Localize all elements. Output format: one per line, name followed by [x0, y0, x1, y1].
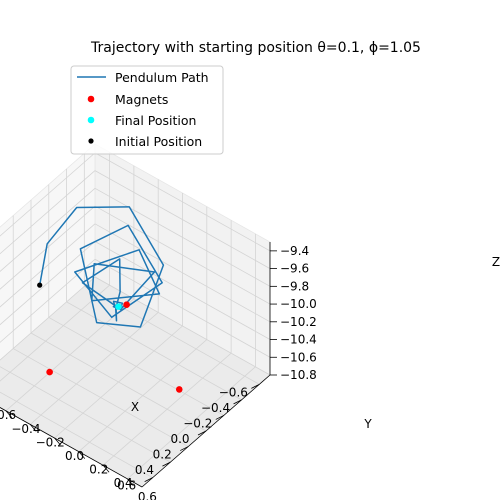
final-position-marker: [115, 303, 122, 310]
legend-label-magnets: Magnets: [115, 92, 168, 107]
initial-position-marker: [37, 282, 43, 288]
x-tick: [162, 461, 171, 467]
z-tick-label: −10.4: [280, 333, 317, 347]
z-tick-label: −10.0: [280, 297, 317, 311]
grid-line-z-back: [94, 276, 271, 376]
y-axis-label: Y: [363, 417, 372, 431]
x-tick: [233, 399, 242, 405]
x-tick: [144, 477, 153, 483]
z-tick-label: −10.2: [280, 315, 317, 329]
tick-labels: −0.6−0.4−0.20.00.20.40.6−0.6−0.4−0.20.00…: [0, 244, 317, 500]
grid-line-z-back: [94, 241, 271, 340]
grid-line-y-floor: [127, 366, 256, 480]
magnets-marker: [46, 368, 53, 376]
legend-label-final-position: Final Position: [115, 113, 196, 128]
grid-line-z-side: [0, 241, 96, 326]
x-tick-label: 0.0: [170, 432, 189, 446]
x-tick-label: 0.6: [117, 479, 136, 493]
y-tick: [102, 464, 110, 473]
z-tick-label: −9.8: [280, 279, 309, 293]
x-tick-label: 0.4: [135, 463, 154, 477]
y-tick-label: −0.2: [36, 435, 65, 449]
grid-line-z-back: [94, 170, 271, 269]
legend-frame: [70, 65, 224, 155]
x-tick: [251, 383, 260, 389]
z-tick-label: −9.4: [280, 244, 309, 258]
magnets-marker: [175, 386, 183, 393]
legend-swatch-magnets: [87, 95, 95, 103]
x-tick-label: −0.6: [219, 385, 248, 399]
grid-line-z-back: [94, 258, 271, 358]
legend-swatch-initial-position: [88, 138, 94, 144]
y-tick-label: −0.4: [11, 422, 40, 436]
y-tick-label: 0.4: [114, 476, 133, 490]
z-axis-label: Z: [492, 255, 500, 269]
legend-swatch-final-position: [87, 116, 95, 124]
x-tick-label: −0.4: [201, 401, 230, 415]
y-tick: [5, 410, 13, 419]
grid-line-z-side: [0, 188, 96, 272]
x-tick: [180, 446, 189, 451]
legend: Pendulum Path Magnets Final Position Ini…: [70, 65, 224, 155]
y-tick: [29, 424, 37, 432]
y-tick: [54, 437, 61, 446]
legend-label-pendulum-path: Pendulum Path: [115, 70, 209, 85]
z-tick-label: −9.6: [280, 262, 309, 276]
y-tick: [78, 451, 86, 459]
x-tick-label: 0.2: [153, 448, 172, 462]
grid-line-y-floor: [78, 339, 208, 452]
grid-line-z-side: [0, 258, 96, 343]
chart-title: Trajectory with starting position θ=0.1,…: [90, 40, 421, 56]
x-tick: [215, 415, 224, 420]
y-tick-label: −0.6: [0, 408, 16, 422]
y-tick-label: 0.6: [138, 490, 157, 500]
y-tick-label: 0.2: [89, 463, 108, 477]
axes: [0, 242, 277, 488]
grid-line-z-back: [94, 187, 271, 287]
x-axis-label: X: [131, 400, 139, 414]
x-tick-label: −0.2: [183, 416, 212, 430]
grid-line-y-floor: [29, 312, 159, 425]
z-tick-label: −10.8: [280, 368, 317, 382]
grid-line-z-side: [0, 223, 96, 308]
y-tick-label: 0.0: [65, 449, 84, 463]
grid-line-z-back: [94, 205, 271, 305]
grid-line-y-floor: [102, 352, 232, 466]
y-tick: [127, 478, 134, 487]
grid-line-z-back: [94, 152, 271, 252]
z-tick-label: −10.6: [280, 350, 317, 364]
grid-line-z-back: [94, 223, 271, 323]
grid-line-y-floor: [54, 325, 183, 439]
grid-line-z-side: [0, 170, 96, 255]
magnets-marker: [123, 301, 130, 309]
grid-line-z-side: [0, 152, 96, 237]
grid-line-y-floor: [0, 284, 110, 382]
plot-data: [37, 206, 183, 393]
legend-label-initial-position: Initial Position: [115, 134, 202, 149]
x-tick: [197, 430, 207, 436]
grid-line-z-side: [0, 205, 96, 290]
grid-line-z-side: [0, 276, 96, 361]
pendulum-path-line: [38, 206, 165, 328]
